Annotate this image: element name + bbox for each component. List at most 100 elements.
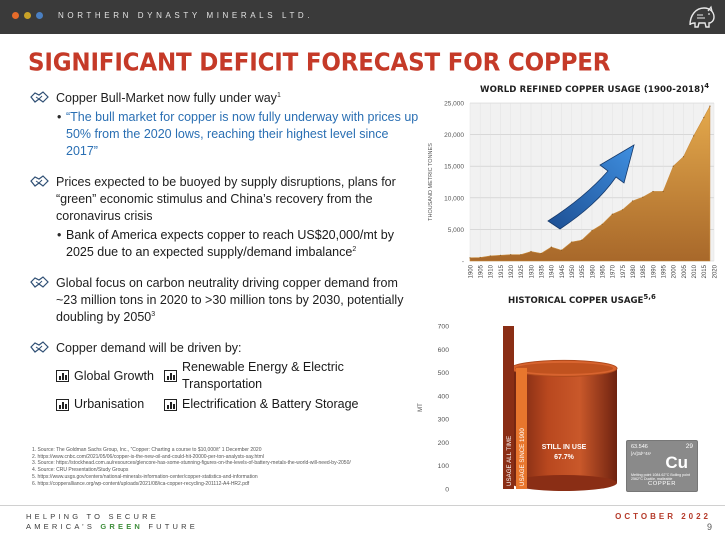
company-name: NORTHERN DYNASTY MINERALS LTD. — [58, 11, 314, 20]
historical-copper-usage-chart: 0 100 200 300 400 500 600 700 MT STILL IN USE 67.7… — [418, 324, 618, 494]
page-number: 9 — [706, 522, 712, 532]
world-copper-usage-chart: - 5,000 10,000 15,000 20,000 25,000 1900 1905 19… — [428, 101, 718, 279]
bar-label: USAGE ALL TIME — [506, 436, 513, 486]
y-tick-label: 600 — [438, 347, 450, 354]
x-tick-label: 1950 — [570, 264, 576, 278]
y-tick-label: 0 — [445, 487, 449, 494]
page-title: SIGNIFICANT DEFICIT FORECAST FOR COPPER — [28, 49, 611, 78]
driver-item: Renewable Energy & Electric Transportati… — [164, 359, 404, 393]
dot-blue — [36, 12, 43, 19]
dot-orange — [12, 12, 19, 19]
x-tick-label: 2010 — [692, 264, 698, 278]
y-tick-label: 10,000 — [444, 195, 464, 202]
footer-tagline-1: HELPING TO SECURE — [26, 512, 159, 521]
handshake-icon — [30, 341, 49, 353]
atomic-number: 29 — [685, 443, 693, 450]
cylinder-top-inner — [515, 362, 613, 374]
bullet-main-4: Copper demand will be driven by: — [30, 340, 420, 357]
bar-usage-since-1900 — [516, 367, 527, 489]
y-tick-label: 20,000 — [444, 132, 464, 139]
footer-divider — [0, 505, 725, 506]
x-tick-label: 1975 — [621, 264, 627, 278]
still-in-use-value: 67.7% — [554, 454, 575, 461]
driver-item: Urbanisation — [56, 396, 164, 413]
data-point — [672, 165, 674, 167]
x-tick-label: 1925 — [519, 264, 525, 278]
bar-chart-icon — [56, 398, 69, 411]
drivers-grid: Global Growth Renewable Energy & Electri… — [30, 359, 420, 413]
data-point — [601, 223, 603, 225]
element-name: COPPER — [647, 481, 677, 487]
bar-chart-icon — [164, 398, 177, 411]
data-point — [611, 213, 613, 215]
data-point — [520, 254, 522, 256]
x-tick-label: 1920 — [509, 264, 515, 278]
x-tick-label: 1955 — [580, 264, 586, 278]
footnote: 3. Source: https://stockhead.com.au/reso… — [32, 460, 351, 467]
data-point — [682, 156, 685, 158]
y-tick-label: 500 — [438, 370, 450, 377]
footnote: 6. https://copperalliance.org/wp-content… — [32, 480, 250, 487]
element-symbol: Cu — [665, 453, 688, 472]
y-tick-label: - — [462, 259, 464, 266]
y-tick-label: 25,000 — [444, 101, 464, 108]
bear-logo-icon — [689, 5, 715, 28]
y-tick-label: 300 — [438, 417, 450, 424]
x-tick-label: 1970 — [611, 264, 617, 278]
in-use-cylinder — [511, 368, 617, 483]
bullet-sub-2: Bank of America expects copper to reach … — [30, 227, 420, 261]
x-tick-label: 1935 — [539, 264, 545, 278]
handshake-icon — [30, 276, 49, 288]
x-tick-label: 2000 — [672, 264, 678, 278]
data-point — [479, 256, 481, 259]
electron-config: [Ar]3d¹⁰4s¹ — [631, 451, 652, 456]
y-tick-label: 700 — [438, 324, 450, 331]
driver-item: Electrification & Battery Storage — [164, 396, 404, 413]
data-point — [540, 252, 542, 255]
header-bar: NORTHERN DYNASTY MINERALS LTD. — [0, 0, 725, 34]
data-point — [489, 255, 491, 257]
data-point — [642, 196, 644, 198]
data-point — [469, 257, 471, 259]
element-desc: Melting point 1084.62°C Boiling point 25… — [631, 473, 690, 481]
y-tick-label: 5,000 — [448, 227, 465, 234]
x-tick-label: 2015 — [702, 264, 708, 278]
bullet-main-3: Global focus on carbon neutrality drivin… — [30, 275, 420, 326]
header-dots — [12, 12, 43, 19]
data-point — [581, 239, 583, 241]
footnote: 2. https://www.cnbc.com/2021/05/06/coppe… — [32, 453, 264, 460]
x-tick-label: 1965 — [600, 264, 606, 278]
x-tick-label: 1985 — [641, 264, 647, 278]
data-point — [621, 209, 624, 211]
x-tick-label: 1960 — [590, 264, 596, 278]
trend-arrow-icon — [547, 144, 635, 230]
bullet-list: Copper Bull-Market now fully under way1 … — [30, 90, 420, 413]
data-point — [510, 254, 512, 256]
y-tick-label: 100 — [438, 463, 450, 470]
x-tick-label: 1930 — [529, 264, 535, 278]
x-tick-label: 1905 — [478, 264, 484, 278]
cylinder-base — [511, 475, 617, 491]
data-point — [693, 135, 695, 137]
x-tick-label: 2020 — [712, 264, 718, 278]
bullet-main-2: Prices expected to be buoyed by supply d… — [30, 174, 420, 225]
data-point — [652, 190, 654, 193]
y-tick-label: 15,000 — [444, 164, 464, 171]
x-tick-label: 1990 — [651, 264, 657, 278]
driver-item: Global Growth — [56, 359, 164, 393]
data-point — [560, 249, 563, 251]
data-point — [703, 116, 705, 119]
x-tick-label: 1915 — [499, 264, 505, 278]
footer-tagline-2: AMERICA’S GREEN FUTURE — [26, 522, 198, 531]
x-tick-label: 1900 — [468, 264, 474, 278]
chart1-title: WORLD REFINED COPPER USAGE (1900-2018)4 — [480, 82, 710, 95]
data-point — [662, 190, 664, 193]
atomic-weight: 63.546 — [631, 444, 648, 450]
y-tick-label: 200 — [438, 440, 450, 447]
bar-chart-icon — [56, 370, 69, 382]
handshake-icon — [30, 91, 49, 103]
y-axis-label: THOUSAND METRIC TONNES — [428, 143, 434, 221]
bar-label: USAGE SINCE 1900 — [519, 428, 526, 486]
chart2-title: HISTORICAL COPPER USAGE5,6 — [508, 293, 656, 306]
data-point — [499, 254, 502, 256]
